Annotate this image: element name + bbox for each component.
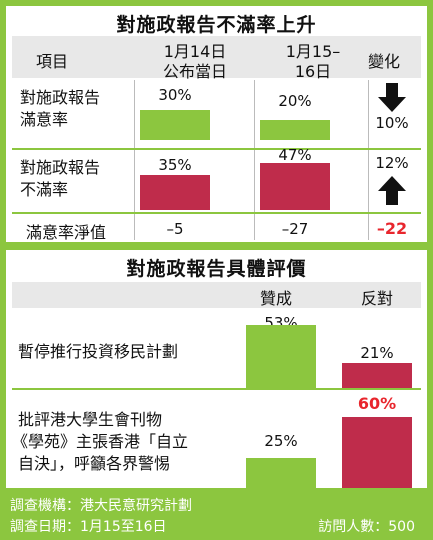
evaluation-panel: 對施政報告具體評價 贊成 反對 暫停推行投資移民計劃 53% 21% 批評港大學…: [6, 250, 427, 488]
header-item: 項目: [36, 52, 69, 71]
down-arrow-icon: [378, 83, 406, 112]
satisfaction-change: 10%: [375, 114, 409, 132]
satisfaction-title: 對施政報告不滿率上升: [116, 14, 317, 36]
header-col2-line2: 16日: [294, 62, 332, 81]
bar-support-row2: [246, 458, 316, 488]
header-oppose: 反對: [360, 289, 393, 308]
net-change: –22: [376, 219, 408, 238]
satisfaction-header-row: [12, 36, 421, 78]
bar-oppose-row1: [342, 363, 412, 388]
support-value-row2: 25%: [264, 432, 298, 450]
header-support: 贊成: [259, 289, 292, 308]
evaluation-header-row: [12, 282, 421, 308]
net-value-jan14: –5: [166, 220, 184, 238]
column-divider: [254, 80, 255, 240]
row-dissatisfaction-label-1: 對施政報告: [20, 158, 101, 177]
evaluation-title: 對施政報告具體評價: [126, 258, 307, 280]
header-col1-line1: 1月14日: [163, 42, 227, 61]
survey-organization: 調查機構：港大民意研究計劃: [10, 498, 192, 514]
oppose-value-row2: 60%: [357, 394, 397, 413]
satisfaction-value-jan15: 20%: [278, 92, 312, 110]
dissatisfaction-value-jan15: 47%: [278, 146, 312, 164]
net-value-jan15: –27: [281, 220, 309, 238]
net-satisfaction-label: 滿意率淨值: [26, 223, 107, 242]
row-divider: [12, 148, 421, 150]
sample-size: 訪問人數：500: [318, 519, 415, 535]
bar-support-row1: [246, 325, 316, 388]
header-col2-line1: 1月15–: [285, 42, 341, 61]
up-arrow-icon: [378, 176, 406, 205]
bar-oppose-row2: [342, 417, 412, 488]
dissatisfaction-change: 12%: [375, 154, 409, 172]
dissatisfaction-value-jan14: 35%: [158, 156, 192, 174]
oppose-value-row1: 21%: [360, 344, 394, 362]
bar-satisfaction-jan14: [140, 110, 210, 140]
row-satisfaction-label-1: 對施政報告: [20, 88, 101, 107]
row-dissatisfaction-label-2: 不滿率: [20, 180, 69, 199]
row-satisfaction-label-2: 滿意率: [20, 110, 69, 129]
item-criticize-undergrad-line3: 自決」，呼籲各界警惕: [18, 454, 171, 473]
satisfaction-value-jan14: 30%: [158, 86, 192, 104]
item-criticize-undergrad-line1: 批評港大學生會刊物: [18, 410, 163, 429]
header-col1-line2: 公布當日: [162, 62, 227, 81]
bar-dissatisfaction-jan14: [140, 175, 210, 210]
bar-satisfaction-jan15: [260, 120, 330, 140]
item-suspend-investment-migration: 暫停推行投資移民計劃: [18, 342, 179, 361]
header-change: 變化: [367, 52, 400, 71]
satisfaction-panel: 對施政報告不滿率上升 項目 1月14日 公布當日 1月15– 16日 變化 對施…: [6, 6, 427, 242]
bar-dissatisfaction-jan15: [260, 163, 330, 210]
item-criticize-undergrad-line2: 《學苑》主張香港「自立: [12, 432, 189, 451]
column-divider: [368, 80, 369, 240]
row-divider: [12, 388, 421, 390]
row-divider: [12, 212, 421, 214]
column-divider: [134, 80, 135, 240]
survey-date: 調查日期：1月15至16日: [10, 519, 167, 535]
